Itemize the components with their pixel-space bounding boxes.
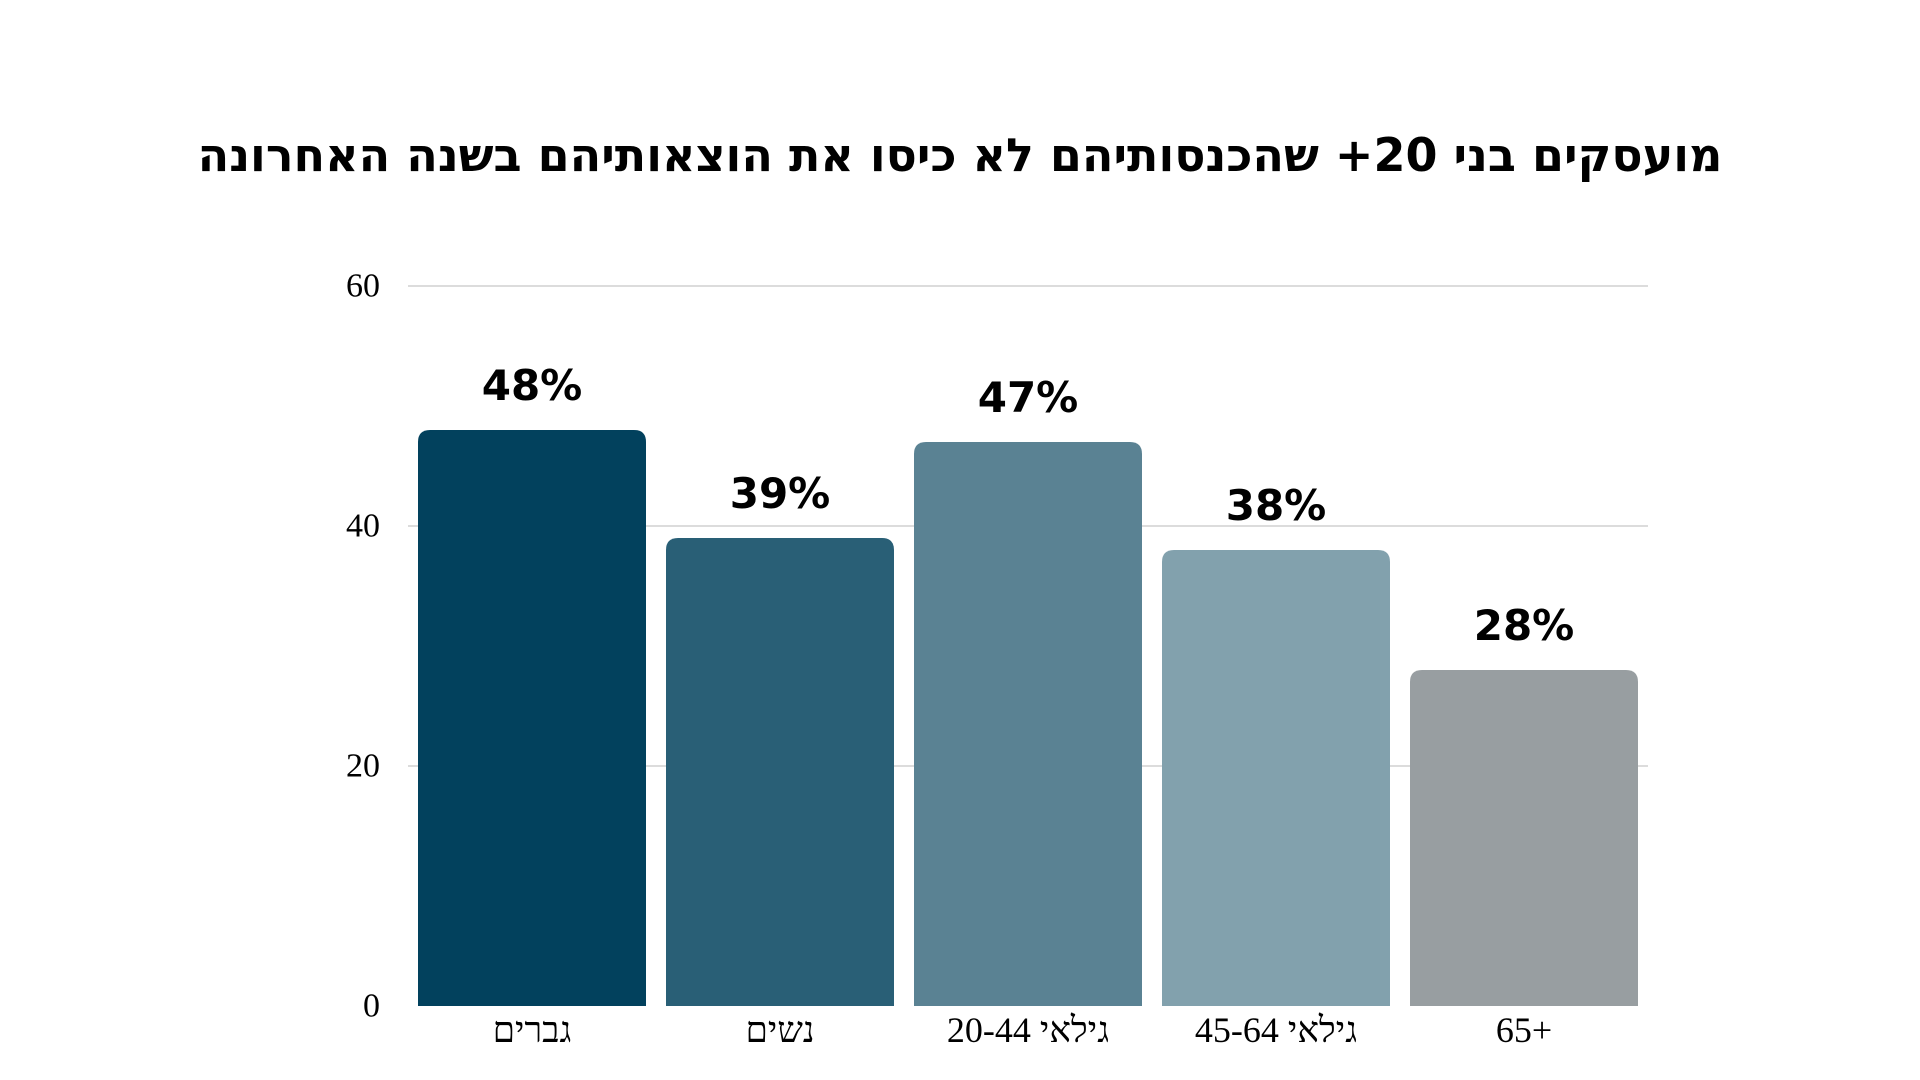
bar-layer (418, 430, 1638, 1006)
category-label-0: גברים (493, 1010, 572, 1050)
data-label-0: 48% (482, 361, 583, 410)
y-tick-label: 0 (363, 988, 380, 1025)
bar-3 (1162, 550, 1390, 1006)
data-label-2: 47% (978, 373, 1079, 422)
category-label-4: 65+ (1496, 1010, 1552, 1050)
data-label-3: 38% (1226, 481, 1327, 530)
bar-4 (1410, 670, 1638, 1006)
category-label-1: נשים (745, 1010, 814, 1050)
bar-1 (666, 538, 894, 1006)
chart-title: מועסקים בני 20+ שהכנסותיהם לא כיסו את הו… (197, 128, 1723, 182)
data-label-1: 39% (730, 469, 831, 518)
label-layer: 0 20 40 60 48% גברים 39% נשים 47% גילאי 20-44 38% ג… (346, 268, 1574, 1051)
category-label-3: גילאי 45-64 (1195, 1010, 1357, 1050)
y-tick-label: 60 (346, 268, 380, 305)
bar-0 (418, 430, 646, 1006)
y-tick-label: 20 (346, 748, 380, 785)
y-tick-label: 40 (346, 508, 380, 545)
bar-2 (914, 442, 1142, 1006)
data-label-4: 28% (1474, 601, 1575, 650)
category-label-2: גילאי 20-44 (947, 1010, 1109, 1050)
